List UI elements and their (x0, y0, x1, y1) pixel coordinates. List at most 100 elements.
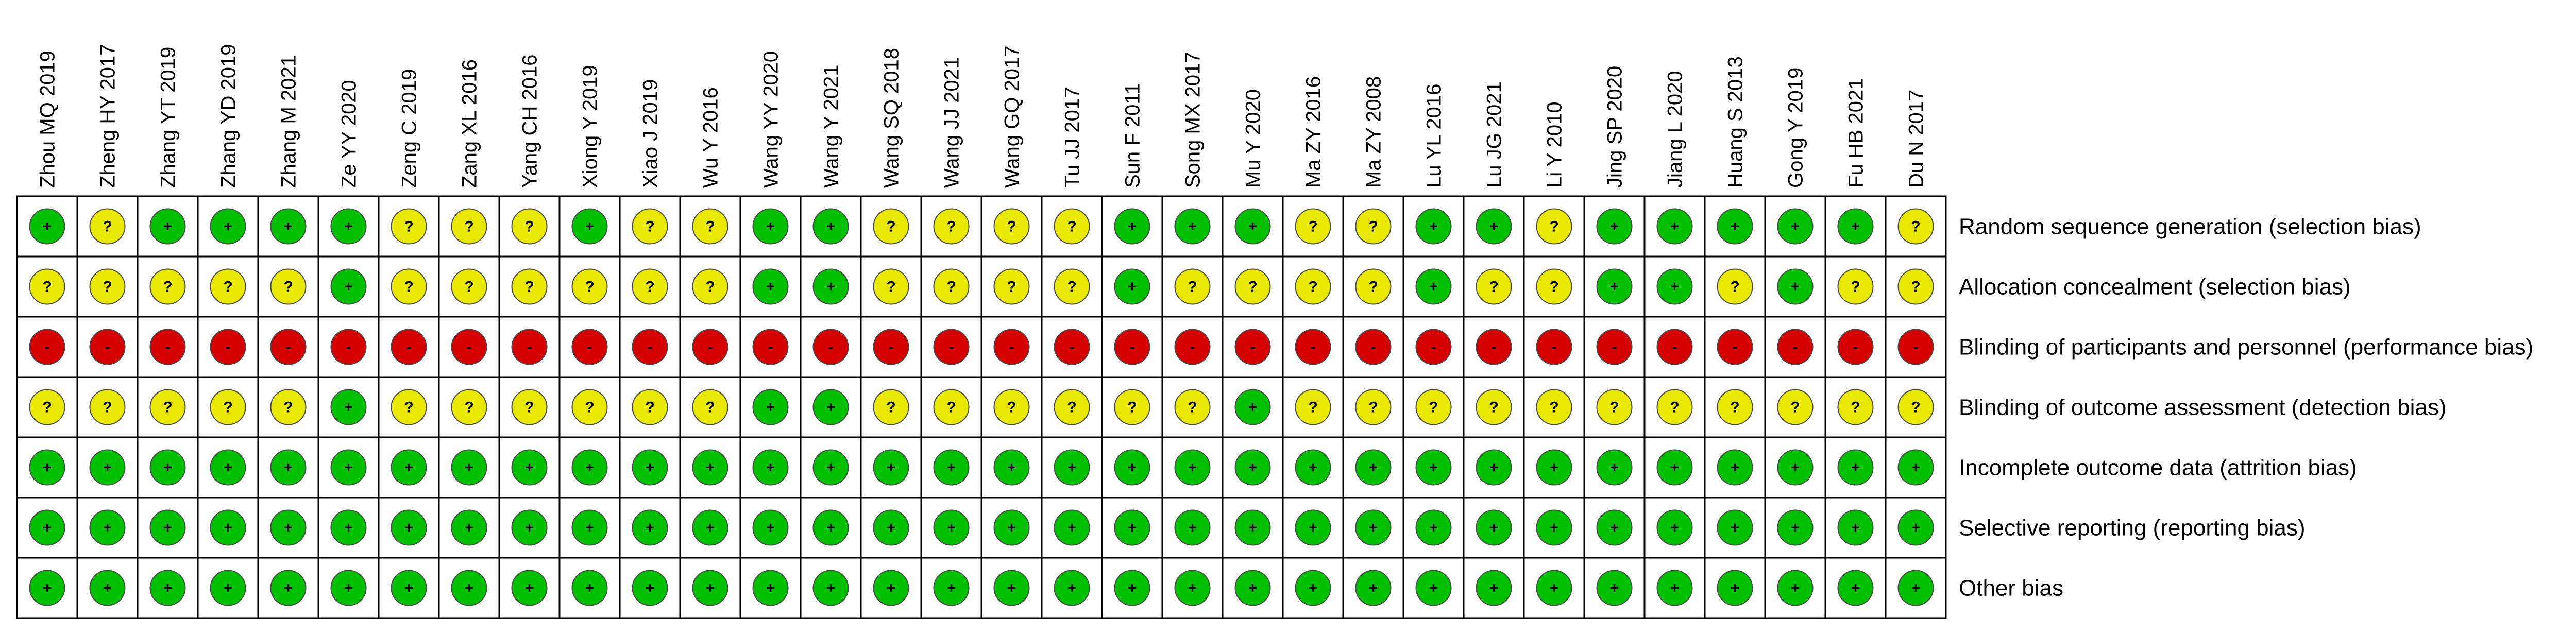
judgement-symbol: - (648, 339, 653, 356)
judgement-circle (1596, 570, 1633, 606)
grid-cell (1282, 255, 1344, 318)
judgement-circle (330, 268, 367, 305)
judgement-symbol: + (1369, 459, 1378, 476)
judgement-symbol: ? (1127, 399, 1137, 416)
grid-cell (1101, 436, 1163, 499)
judgement-symbol: + (284, 218, 293, 235)
judgement-circle (391, 268, 427, 305)
judgement-circle (1777, 329, 1814, 365)
judgement-circle (210, 329, 246, 365)
judgement-circle (1234, 570, 1271, 606)
judgement-symbol: + (1007, 520, 1016, 537)
judgement-symbol: + (585, 459, 595, 476)
judgement-circle (632, 329, 668, 365)
judgement-circle (511, 509, 548, 546)
judgement-circle (1295, 449, 1331, 486)
judgement-symbol: + (1369, 520, 1378, 537)
grid-cell (438, 557, 500, 619)
judgement-circle (1717, 268, 1753, 305)
judgement-symbol: + (1309, 580, 1318, 597)
judgement-circle (1897, 449, 1934, 486)
judgement-circle (571, 509, 608, 546)
judgement-circle (1596, 389, 1633, 425)
judgement-symbol: ? (1368, 218, 1378, 235)
judgement-circle (89, 389, 126, 425)
judgement-symbol: + (1188, 580, 1197, 597)
judgement-symbol: + (525, 580, 534, 597)
judgement-circle (1415, 268, 1452, 305)
judgement-symbol: ? (464, 399, 473, 416)
judgement-circle (1837, 509, 1874, 546)
judgement-circle (1355, 449, 1392, 486)
judgement-symbol: - (708, 339, 713, 356)
judgement-symbol: + (1489, 520, 1499, 537)
judgement-circle (89, 208, 126, 245)
judgement-symbol: + (826, 218, 836, 235)
judgement-symbol: + (344, 218, 353, 235)
judgement-circle (571, 389, 608, 425)
judgement-symbol: ? (1007, 218, 1016, 235)
study-label: Huang S 2013 (1724, 56, 1747, 188)
study-label: Gong Y 2019 (1785, 67, 1807, 188)
judgement-circle (1295, 389, 1331, 425)
judgement-symbol: ? (163, 279, 172, 296)
judgement-symbol: ? (1248, 279, 1257, 296)
judgement-symbol: + (1851, 520, 1860, 537)
judgement-symbol: + (1610, 580, 1619, 597)
judgement-circle (752, 509, 789, 546)
judgement-symbol: + (163, 520, 173, 537)
judgement-symbol: + (766, 459, 775, 476)
judgement-circle (1476, 268, 1512, 305)
judgement-circle (1234, 389, 1271, 425)
judgement-circle (1415, 389, 1452, 425)
judgement-symbol: + (887, 459, 896, 476)
judgement-circle (210, 208, 246, 245)
judgement-circle (270, 449, 307, 486)
judgement-symbol: ? (404, 218, 413, 235)
judgement-symbol: ? (946, 399, 956, 416)
judgement-symbol: + (947, 520, 956, 537)
judgement-symbol: + (1188, 218, 1197, 235)
judgement-symbol: + (103, 520, 112, 537)
study-label: Wang JJ 2021 (941, 57, 963, 188)
judgement-circle (210, 449, 246, 486)
judgement-symbol: + (1731, 459, 1740, 476)
judgement-circle (451, 389, 487, 425)
judgement-circle (1596, 208, 1633, 245)
study-labels: Zhou MQ 2019 Zheng HY 2017 Zhang YT 2019 Zh… (37, 44, 1928, 188)
judgement-circle (270, 509, 307, 546)
judgement-circle (451, 268, 487, 305)
judgement-symbol: + (826, 520, 836, 537)
judgement-circle (1837, 268, 1874, 305)
judgement-symbol: + (1791, 279, 1800, 296)
judgement-circle (1656, 449, 1693, 486)
judgement-circle (752, 208, 789, 245)
judgement-circle (993, 570, 1030, 606)
judgement-circle (1777, 389, 1814, 425)
judgement-circle (1114, 449, 1150, 486)
judgement-symbol: + (1791, 520, 1800, 537)
judgement-symbol: + (826, 459, 836, 476)
judgement-symbol: + (1128, 218, 1137, 235)
judgement-symbol: + (224, 520, 233, 537)
judgement-circle (933, 449, 970, 486)
judgement-circle (1355, 329, 1392, 365)
judgement-symbol: - (286, 339, 291, 356)
judgement-symbol: + (1911, 520, 1921, 537)
judgement-circle (873, 449, 909, 486)
judgement-symbol: ? (103, 218, 112, 235)
judgement-symbol: + (224, 459, 233, 476)
judgement-circle (1777, 570, 1814, 606)
judgement-circle (270, 570, 307, 606)
judgement-symbol: ? (103, 279, 112, 296)
judgement-circle (812, 389, 849, 425)
judgement-symbol: ? (1911, 399, 1920, 416)
judgement-symbol: ? (946, 218, 956, 235)
judgement-circle (149, 570, 186, 606)
judgement-symbol: + (1188, 459, 1197, 476)
judgement-symbol: ? (42, 399, 52, 416)
judgement-circle (1656, 329, 1693, 365)
grid-cell (137, 376, 199, 438)
judgement-circle (1415, 570, 1452, 606)
judgement-symbol: - (406, 339, 412, 356)
